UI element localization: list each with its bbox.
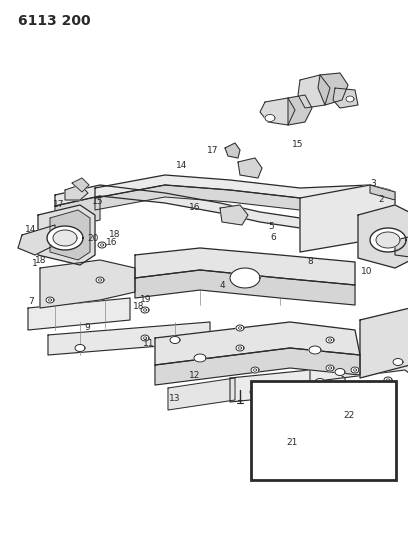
Polygon shape xyxy=(310,345,408,382)
Polygon shape xyxy=(360,308,408,378)
Text: 21: 21 xyxy=(286,438,297,447)
Text: 5: 5 xyxy=(268,222,274,231)
Polygon shape xyxy=(168,378,235,410)
Polygon shape xyxy=(309,346,321,354)
Text: 11: 11 xyxy=(143,340,155,348)
Polygon shape xyxy=(155,322,360,365)
Polygon shape xyxy=(28,298,130,330)
Text: 19: 19 xyxy=(140,295,152,304)
Polygon shape xyxy=(96,277,104,283)
Polygon shape xyxy=(98,242,106,248)
Text: 8: 8 xyxy=(307,257,313,265)
Text: 9: 9 xyxy=(85,324,91,332)
Text: 14: 14 xyxy=(25,225,36,233)
Text: 18: 18 xyxy=(109,230,120,239)
Polygon shape xyxy=(236,325,244,331)
Text: 6113 200: 6113 200 xyxy=(18,14,91,28)
Text: 12: 12 xyxy=(189,372,201,380)
Text: 15: 15 xyxy=(92,197,104,206)
Text: 14: 14 xyxy=(176,161,187,169)
Polygon shape xyxy=(170,336,180,343)
Polygon shape xyxy=(18,225,55,255)
Polygon shape xyxy=(326,365,334,371)
Polygon shape xyxy=(250,389,260,395)
Text: 1: 1 xyxy=(32,260,38,268)
Bar xyxy=(251,381,396,480)
Polygon shape xyxy=(351,367,359,373)
Polygon shape xyxy=(335,368,345,376)
Text: 7: 7 xyxy=(28,297,33,305)
Polygon shape xyxy=(50,210,90,260)
Polygon shape xyxy=(251,367,259,373)
Polygon shape xyxy=(260,98,295,125)
Text: 16: 16 xyxy=(106,238,118,247)
Polygon shape xyxy=(238,158,262,178)
Polygon shape xyxy=(395,235,408,258)
Polygon shape xyxy=(46,297,54,303)
Text: 17: 17 xyxy=(207,146,219,155)
Text: 4: 4 xyxy=(220,281,225,289)
Polygon shape xyxy=(358,205,408,268)
Polygon shape xyxy=(55,185,300,228)
Polygon shape xyxy=(155,348,360,385)
Text: 10: 10 xyxy=(361,268,373,276)
Text: 18: 18 xyxy=(35,256,47,264)
Polygon shape xyxy=(141,335,149,341)
Polygon shape xyxy=(38,205,95,265)
Polygon shape xyxy=(318,73,348,105)
Polygon shape xyxy=(40,260,135,308)
Text: 22: 22 xyxy=(343,411,355,420)
Text: 13: 13 xyxy=(169,394,180,403)
Polygon shape xyxy=(230,268,260,288)
Text: 20: 20 xyxy=(87,235,99,243)
Text: 17: 17 xyxy=(53,200,65,208)
Text: 16: 16 xyxy=(189,204,201,212)
Polygon shape xyxy=(194,354,206,362)
Polygon shape xyxy=(135,270,355,305)
Polygon shape xyxy=(141,307,149,313)
Polygon shape xyxy=(356,395,364,401)
Polygon shape xyxy=(135,248,355,285)
Polygon shape xyxy=(298,75,330,108)
Polygon shape xyxy=(220,205,248,225)
Text: 2: 2 xyxy=(379,196,384,204)
Text: 6: 6 xyxy=(271,233,276,241)
Polygon shape xyxy=(95,175,390,200)
Polygon shape xyxy=(53,230,77,246)
Text: 18: 18 xyxy=(133,302,144,311)
Polygon shape xyxy=(265,115,275,122)
Polygon shape xyxy=(55,196,100,230)
Polygon shape xyxy=(370,185,395,200)
Polygon shape xyxy=(251,387,259,393)
Polygon shape xyxy=(47,226,83,250)
Polygon shape xyxy=(225,143,240,158)
Polygon shape xyxy=(333,88,358,108)
Polygon shape xyxy=(393,359,403,366)
Polygon shape xyxy=(65,185,88,200)
Polygon shape xyxy=(370,228,406,252)
Polygon shape xyxy=(72,178,89,192)
Polygon shape xyxy=(346,96,354,102)
Polygon shape xyxy=(384,377,392,383)
Polygon shape xyxy=(236,345,244,351)
Polygon shape xyxy=(300,185,395,252)
Polygon shape xyxy=(376,232,400,248)
Polygon shape xyxy=(386,405,394,411)
Polygon shape xyxy=(230,368,345,402)
Polygon shape xyxy=(315,378,325,385)
Text: 15: 15 xyxy=(292,141,304,149)
Polygon shape xyxy=(288,95,312,125)
Polygon shape xyxy=(48,322,210,355)
Polygon shape xyxy=(326,337,334,343)
Text: 3: 3 xyxy=(370,180,376,188)
Polygon shape xyxy=(95,185,390,212)
Polygon shape xyxy=(75,344,85,351)
